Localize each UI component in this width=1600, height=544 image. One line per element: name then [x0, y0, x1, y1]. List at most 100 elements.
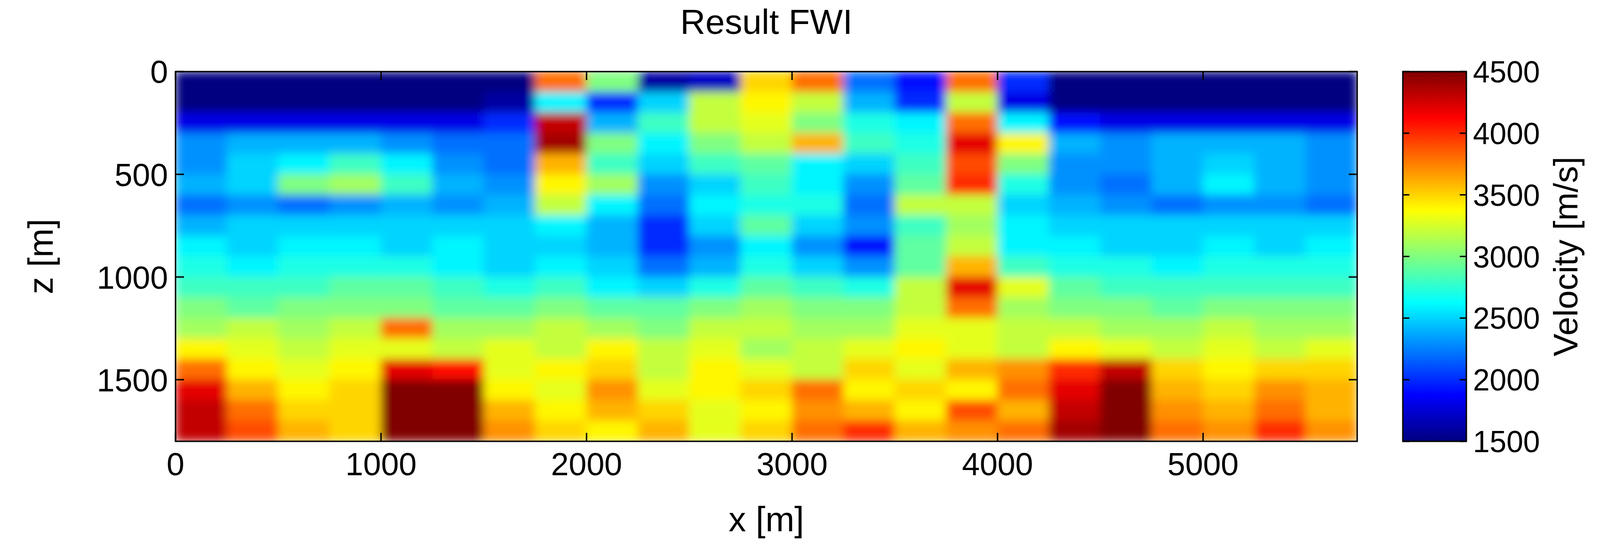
cell	[740, 194, 792, 216]
cell	[278, 194, 330, 216]
cell	[586, 317, 639, 339]
cell	[226, 112, 279, 134]
cell	[637, 420, 690, 441]
cell	[380, 420, 433, 441]
cell	[380, 296, 433, 319]
cell	[894, 112, 947, 134]
cell	[226, 194, 279, 216]
cell	[1100, 132, 1152, 154]
cell	[226, 379, 279, 401]
y-tick	[175, 276, 184, 278]
cell	[740, 112, 792, 134]
cell	[380, 317, 433, 339]
cell	[1100, 112, 1152, 134]
cell	[843, 194, 896, 216]
cell	[226, 91, 279, 113]
colorbar-tick	[1459, 440, 1467, 442]
cell	[1254, 317, 1306, 339]
cell	[1254, 399, 1306, 421]
cell	[380, 399, 433, 421]
y-tick-label: 500	[114, 156, 168, 193]
cell	[380, 215, 433, 237]
cell	[329, 379, 382, 401]
cell	[894, 215, 947, 237]
cell	[894, 379, 947, 401]
cell	[637, 256, 690, 278]
cell	[688, 194, 741, 216]
cell	[894, 194, 947, 216]
cell	[432, 215, 484, 237]
cell	[175, 337, 228, 360]
colorbar-tick-label: 4500	[1472, 55, 1540, 89]
cell	[278, 296, 330, 319]
cell	[1151, 91, 1204, 113]
cell	[843, 296, 896, 319]
cell	[997, 420, 1049, 441]
cell	[688, 91, 741, 113]
cell	[894, 153, 947, 175]
cell	[535, 399, 587, 421]
cell	[432, 194, 484, 216]
cell	[1305, 256, 1358, 278]
cell	[843, 420, 896, 441]
cell	[1048, 194, 1101, 216]
cell	[226, 420, 279, 441]
x-tick	[175, 432, 177, 441]
cell	[1254, 358, 1306, 380]
cell	[535, 91, 587, 113]
cell	[792, 420, 844, 441]
cell	[329, 153, 382, 175]
cell	[1305, 153, 1358, 175]
cell	[945, 194, 998, 216]
cell	[740, 215, 792, 237]
cell	[1151, 399, 1204, 421]
y-tick-label: 1000	[96, 259, 168, 296]
cell	[535, 215, 587, 237]
cell	[637, 317, 690, 339]
cell	[432, 256, 484, 278]
cell	[740, 235, 792, 257]
cell	[586, 91, 639, 113]
cell	[175, 379, 228, 401]
cell	[1254, 276, 1306, 298]
cell	[278, 399, 330, 421]
cell	[688, 399, 741, 421]
cell	[483, 132, 536, 154]
cell	[1048, 132, 1101, 154]
cell	[329, 399, 382, 421]
y-tick	[175, 173, 184, 176]
cell	[740, 91, 792, 113]
cell	[894, 399, 947, 421]
cell	[586, 71, 639, 93]
x-tick-label: 5000	[1167, 445, 1239, 482]
cell	[688, 256, 741, 278]
cell	[894, 91, 947, 113]
cell	[688, 317, 741, 339]
cell	[380, 174, 433, 196]
cell	[483, 296, 536, 319]
cell	[1254, 235, 1306, 257]
cell	[1305, 215, 1358, 237]
cell	[997, 194, 1049, 216]
cell	[1151, 296, 1204, 319]
cell	[1100, 317, 1152, 339]
cell	[843, 337, 896, 360]
cell	[740, 174, 792, 196]
cell	[1100, 296, 1152, 319]
cell	[278, 420, 330, 441]
cell	[637, 379, 690, 401]
cell	[483, 194, 536, 216]
cell	[997, 153, 1049, 175]
cell	[586, 215, 639, 237]
cell	[586, 420, 639, 441]
cell	[483, 358, 536, 380]
cell	[1254, 337, 1306, 360]
cell	[1202, 174, 1255, 196]
cell	[175, 132, 228, 154]
chart: 010002000300040005000050010001500Result …	[0, 0, 1600, 544]
cell	[843, 399, 896, 421]
cell	[432, 174, 484, 196]
x-tick-label: 4000	[961, 445, 1033, 482]
cell	[278, 337, 330, 360]
cell	[637, 174, 690, 196]
